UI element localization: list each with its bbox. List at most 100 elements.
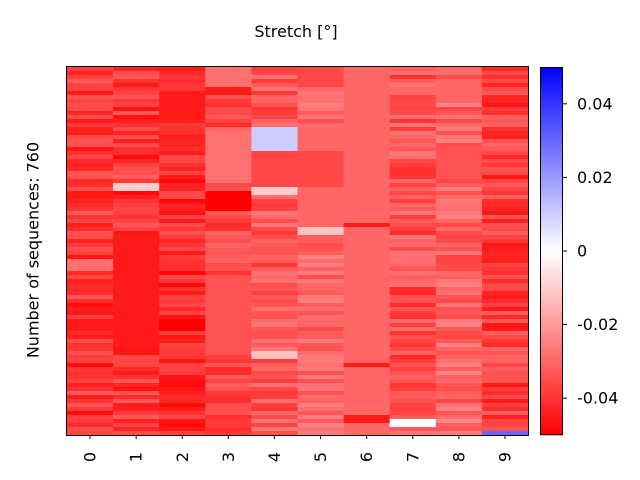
heatmap-cell [113, 247, 160, 252]
heatmap-cell [481, 123, 529, 128]
heatmap-cell [205, 135, 252, 140]
heatmap-cell [205, 315, 252, 320]
heatmap-cell [297, 179, 344, 184]
heatmap-cell [159, 127, 206, 132]
heatmap-cell [251, 155, 298, 160]
heatmap-cell [159, 275, 206, 280]
heatmap-cell [159, 203, 206, 208]
heatmap-cell [389, 423, 437, 428]
colorbar-segment [540, 385, 563, 390]
heatmap-cell [343, 247, 390, 252]
heatmap-cell [251, 335, 298, 340]
heatmap-cell [481, 427, 529, 432]
heatmap-cell [297, 143, 344, 148]
heatmap-cell [297, 387, 344, 392]
colorbar-segment [540, 177, 563, 181]
heatmap-cell [67, 247, 114, 252]
heatmap-cell [343, 423, 390, 428]
colorbar-segment [540, 339, 563, 344]
heatmap-cell [205, 195, 252, 200]
heatmap-cell [297, 243, 344, 248]
heatmap-cell [159, 103, 206, 108]
heatmap-cell [159, 383, 206, 388]
heatmap-cell [67, 419, 114, 424]
heatmap-cell [389, 127, 437, 132]
heatmap-cell [297, 347, 344, 352]
heatmap-cell [297, 283, 344, 288]
heatmap-cell [297, 91, 344, 96]
heatmap-cell [251, 247, 298, 252]
colorbar-segment [540, 241, 563, 246]
heatmap-cell [481, 283, 529, 288]
heatmap-cell [205, 339, 252, 344]
heatmap-cell [205, 399, 252, 404]
colorbar-segment [540, 425, 563, 430]
heatmap-cell [205, 291, 252, 296]
heatmap-cell [435, 223, 483, 228]
heatmap-cell [251, 163, 298, 168]
heatmap-cell [343, 367, 390, 372]
heatmap-cell [205, 243, 252, 248]
colorbar-segment [540, 330, 563, 335]
heatmap-cell [251, 307, 298, 312]
heatmap-cell [251, 323, 298, 328]
heatmap-cell [205, 299, 252, 304]
heatmap-cell [481, 411, 529, 416]
heatmap-cell [159, 407, 206, 412]
heatmap-cell [435, 123, 483, 128]
heatmap-cell [67, 375, 114, 380]
heatmap-cell [297, 99, 344, 104]
heatmap-cell [297, 375, 344, 380]
heatmap-cell [297, 379, 344, 384]
heatmap-cell [67, 227, 114, 232]
heatmap-cell [343, 167, 390, 172]
heatmap-cell [389, 263, 437, 268]
heatmap-cell [159, 215, 206, 220]
heatmap-cell [389, 239, 437, 244]
heatmap-cell [67, 239, 114, 244]
heatmap-cell [251, 251, 298, 256]
heatmap-cell [251, 415, 298, 420]
heatmap-cell [343, 283, 390, 288]
heatmap-cell [159, 331, 206, 336]
heatmap-cell [67, 255, 114, 260]
heatmap-cell [67, 243, 114, 248]
heatmap-cell [251, 71, 298, 76]
heatmap-cell [435, 423, 483, 428]
heatmap-cell [343, 319, 390, 324]
heatmap-cell [67, 171, 114, 176]
colorbar-segment [540, 100, 563, 105]
heatmap-cell [343, 415, 390, 420]
heatmap-cell [435, 187, 483, 192]
heatmap-cell [251, 263, 298, 268]
heatmap-cell [297, 199, 344, 204]
heatmap-cell [205, 379, 252, 384]
heatmap-cell [343, 135, 390, 140]
heatmap-cell [481, 151, 529, 156]
heatmap-cell [481, 339, 529, 344]
heatmap-cell [251, 367, 298, 372]
heatmap-cell [205, 87, 252, 92]
heatmap-cell [113, 151, 160, 156]
heatmap-cell [343, 275, 390, 280]
heatmap-cell [251, 83, 298, 88]
heatmap-cell [435, 411, 483, 416]
heatmap-cell [297, 215, 344, 220]
colorbar-segment [540, 134, 563, 138]
heatmap-cell [159, 259, 206, 264]
heatmap-cell [297, 103, 344, 108]
heatmap-cell [481, 327, 529, 332]
heatmap-cell [113, 239, 160, 244]
heatmap-cell [67, 231, 114, 236]
heatmap-cell [113, 127, 160, 132]
heatmap-cell [67, 335, 114, 340]
heatmap-cell [435, 75, 483, 80]
heatmap-cell [389, 339, 437, 344]
heatmap-cell [297, 411, 344, 416]
heatmap-cell [113, 131, 160, 136]
heatmap-cell [205, 391, 252, 396]
heatmap-cell [343, 251, 390, 256]
heatmap-cell [297, 131, 344, 136]
heatmap-cell [251, 219, 298, 224]
heatmap-cell [481, 315, 529, 320]
